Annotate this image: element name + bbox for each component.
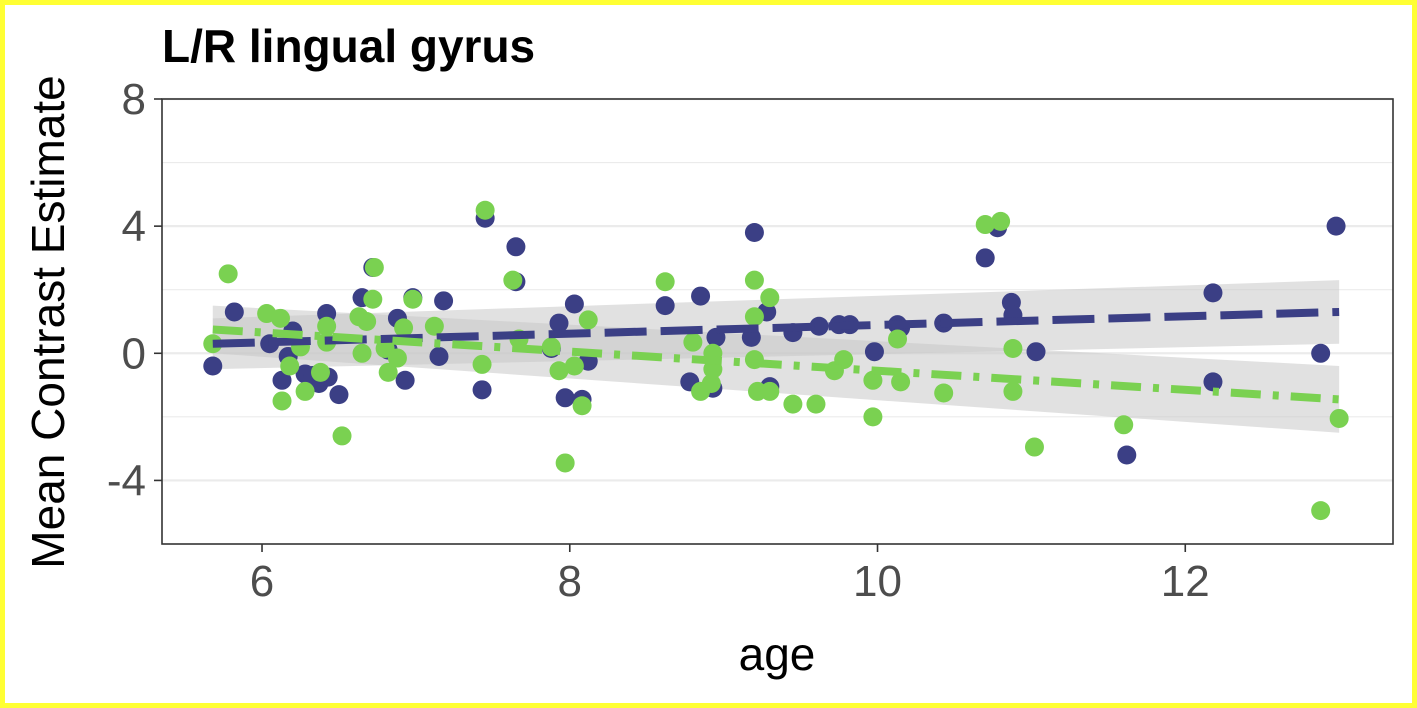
data-point-series-2 [744, 307, 764, 327]
data-point-series-2 [655, 272, 675, 292]
data-point-series-2 [991, 211, 1011, 231]
data-point-series-2 [1024, 437, 1044, 457]
data-point-series-1 [564, 294, 584, 314]
y-axis-title: Mean Contrast Estimate [22, 75, 74, 568]
data-point-series-2 [357, 312, 377, 331]
data-point-series-2 [475, 200, 495, 220]
data-point-series-1 [744, 223, 764, 242]
data-point-series-1 [1311, 343, 1331, 363]
y-tick-label: 4 [122, 202, 146, 251]
data-point-series-1 [203, 356, 223, 376]
data-point-series-2 [317, 316, 337, 336]
data-point-series-2 [555, 453, 575, 473]
data-point-series-2 [863, 370, 883, 390]
data-point-series-1 [809, 316, 829, 336]
y-tick-label: -4 [107, 456, 146, 505]
chart-title: L/R lingual gyrus [162, 20, 535, 72]
data-point-series-2 [701, 373, 721, 393]
data-point-series-2 [1329, 408, 1349, 428]
data-point-series-1 [1026, 342, 1046, 362]
data-point-series-2 [218, 264, 238, 284]
data-point-series-2 [572, 396, 592, 416]
x-tick-label: 10 [853, 557, 902, 606]
data-point-series-2 [424, 316, 444, 336]
data-point-series-2 [472, 354, 492, 374]
data-point-series-1 [864, 342, 884, 362]
data-point-series-2 [295, 381, 315, 401]
data-point-series-2 [975, 215, 995, 235]
data-point-series-2 [378, 362, 398, 382]
data-point-series-2 [270, 308, 290, 328]
data-point-series-2 [332, 426, 352, 446]
data-point-series-1 [272, 370, 292, 390]
data-point-series-2 [744, 270, 764, 290]
panel-border [161, 98, 1394, 545]
data-point-series-1 [975, 248, 995, 268]
data-point-series-1 [395, 370, 415, 390]
data-point-series-1 [549, 313, 569, 333]
data-point-series-1 [329, 385, 349, 405]
data-point-series-2 [1003, 339, 1023, 359]
data-point-series-2 [783, 394, 803, 414]
data-point-series-1 [224, 302, 244, 322]
data-point-series-1 [655, 296, 675, 316]
x-tick-label: 8 [558, 557, 582, 606]
data-point-series-1 [555, 388, 575, 408]
data-point-series-2 [888, 329, 908, 349]
data-point-series-2 [934, 383, 954, 403]
data-point-series-2 [1311, 501, 1331, 521]
data-point-series-1 [472, 380, 492, 400]
data-point-series-2 [760, 288, 780, 308]
data-point-series-1 [1203, 283, 1223, 303]
axes: 6 8 10 12 -4 0 4 8 [107, 75, 1210, 606]
data-point-series-2 [683, 332, 703, 352]
data-point-series-2 [310, 362, 330, 382]
data-point-series-2 [503, 270, 523, 290]
x-tick-label: 6 [250, 557, 274, 606]
data-point-series-2 [863, 407, 883, 427]
data-point-series-1 [1203, 372, 1223, 392]
data-point-series-2 [387, 348, 407, 368]
trend-line-series-2 [212, 325, 1340, 404]
data-point-series-1 [434, 291, 454, 311]
data-point-series-1 [429, 346, 449, 366]
data-point-series-1 [1117, 445, 1137, 465]
data-point-series-2 [891, 372, 911, 392]
data-point-series-2 [1114, 415, 1134, 435]
data-point-series-2 [272, 391, 292, 411]
data-point-series-2 [280, 356, 300, 376]
data-point-series-1 [691, 286, 711, 306]
data-point-series-1 [506, 237, 526, 257]
data-point-series-2 [403, 289, 423, 309]
data-point-series-2 [564, 356, 584, 376]
data-point-series-2 [364, 257, 384, 277]
data-point-series-2 [578, 310, 598, 330]
trend-lines [212, 307, 1340, 404]
data-point-series-2 [363, 289, 383, 309]
data-point-series-2 [806, 394, 826, 414]
x-tick-label: 12 [1161, 557, 1210, 606]
data-point-series-2 [760, 381, 780, 401]
data-point-series-2 [352, 343, 372, 363]
x-axis-title: age [739, 628, 816, 680]
data-point-series-2 [1003, 381, 1023, 401]
data-point-series-2 [549, 361, 569, 381]
data-point-series-1 [1326, 216, 1346, 236]
y-tick-label: 0 [122, 329, 146, 378]
y-tick-label: 8 [122, 75, 146, 124]
data-point-series-2 [394, 318, 414, 338]
